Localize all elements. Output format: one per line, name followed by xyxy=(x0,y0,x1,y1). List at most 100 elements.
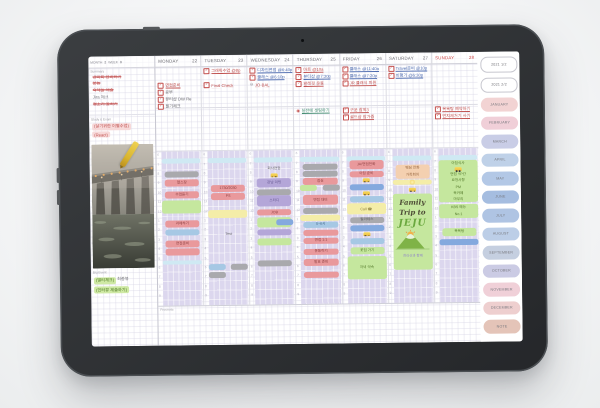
event-pill[interactable]: Test xyxy=(212,231,246,238)
event-pill[interactable]: 면접 1:1 xyxy=(303,237,339,244)
todo-checkbox-icon[interactable]: ✓ xyxy=(342,80,349,87)
todo-item[interactable]: ✓ 클래스 @11:40a xyxy=(341,66,385,73)
event-pill[interactable]: 면접준비 xyxy=(165,240,200,248)
event-pill[interactable] xyxy=(392,155,432,161)
event-pill[interactable]: JA/면접전화 xyxy=(349,159,384,170)
month-tab[interactable]: AUGUST xyxy=(482,226,520,241)
todo-item[interactable]: ⊖ JO-BAL xyxy=(250,81,293,88)
event-pill[interactable]: 아침 준비 xyxy=(349,170,384,178)
event-pill[interactable] xyxy=(350,238,385,245)
event-pill[interactable]: 강남 미팅 xyxy=(257,177,292,188)
event-pill[interactable]: 스터디 xyxy=(257,195,292,207)
event-pill[interactable] xyxy=(208,264,226,271)
event-pill[interactable] xyxy=(253,157,293,163)
todo-checkbox-icon[interactable]: ✓ xyxy=(157,96,164,103)
volume-down-button[interactable] xyxy=(56,189,61,206)
todo-checkbox-icon[interactable]: ✓ xyxy=(342,114,349,121)
event-pill[interactable] xyxy=(303,207,338,214)
freenote-area[interactable]: Freenote xyxy=(158,301,481,346)
big-event-item[interactable]: (인터뷰 제출하기) xyxy=(91,284,157,294)
todo-checkbox-icon[interactable]: ⊖ xyxy=(249,81,254,87)
todo-item[interactable]: ✓ JR 클래식 지원 xyxy=(342,80,385,87)
event-pill[interactable]: 꽃집 가기 xyxy=(350,246,385,255)
month-tab[interactable]: JUNE xyxy=(481,189,520,204)
big-event-item[interactable]: (멀티체크) 최종뷰 xyxy=(91,275,157,285)
summary-item[interactable]: 청소기 돌리기 xyxy=(92,102,118,107)
event-pill[interactable] xyxy=(161,158,201,164)
month-tab[interactable]: NOTE xyxy=(483,319,521,334)
event-pill[interactable]: 필라테스 xyxy=(349,216,384,224)
event-pill[interactable] xyxy=(209,271,227,279)
month-tab[interactable]: DECEMBER xyxy=(483,300,521,315)
month-tab[interactable]: MAY xyxy=(481,171,519,186)
event-pill[interactable]: 아침식사 면접 YP간 요청사항 PM 북카페 마무리 xyxy=(438,159,479,203)
month-tab[interactable]: MARCH xyxy=(481,134,519,149)
summary-item[interactable]: 강의록 정리하기 xyxy=(92,74,122,80)
event-pill[interactable]: Call ☎ xyxy=(346,202,386,215)
event-pill[interactable]: 헬스장 xyxy=(164,178,199,187)
event-pill[interactable] xyxy=(231,263,249,271)
event-pill[interactable]: 운동하기 xyxy=(304,248,339,255)
event-pill[interactable]: 수업듣기 xyxy=(164,191,200,199)
event-pill[interactable] xyxy=(302,163,338,171)
volume-up-button[interactable] xyxy=(56,167,60,184)
study-item[interactable]: (살기위한 이별수업) xyxy=(92,122,131,131)
event-pill[interactable] xyxy=(162,259,202,265)
todo-checkbox-icon[interactable]: ✓ xyxy=(434,106,441,113)
power-button[interactable] xyxy=(142,26,160,30)
todo-item[interactable]: ✓ Final Check xyxy=(203,82,247,89)
todo-item[interactable]: ✓ 뷰티샵 DW Re xyxy=(157,96,201,103)
event-pill[interactable] xyxy=(300,214,340,221)
todo-item[interactable]: ◉ 실전에 셋팅하기 xyxy=(296,108,339,115)
todo-item[interactable]: ✓ 마트 @10a xyxy=(295,67,339,74)
event-pill[interactable] xyxy=(303,229,338,237)
event-pill[interactable] xyxy=(257,229,292,237)
todo-checkbox-icon[interactable]: ✓ xyxy=(249,67,256,74)
todo-item[interactable]: ✓ 구운 참외3 xyxy=(342,107,385,114)
todo-item[interactable]: ✓ 그래픽수업 @8p xyxy=(203,68,247,75)
event-pill[interactable]: 회사면접 xyxy=(257,166,291,172)
study-item[interactable]: (React) xyxy=(92,131,110,138)
event-pill[interactable] xyxy=(258,260,293,267)
event-pill[interactable] xyxy=(276,219,294,225)
todo-checkbox-icon[interactable]: ✓ xyxy=(249,74,256,81)
event-pill[interactable]: 점심 xyxy=(303,178,338,185)
todo-item[interactable]: ✓ 공부 xyxy=(157,89,201,96)
todo-item[interactable]: ✓ 발레핏 운동 xyxy=(295,81,339,88)
event-pill[interactable] xyxy=(257,237,292,247)
event-pill[interactable]: KBS 예능 No.1 xyxy=(438,204,479,219)
event-pill[interactable]: 5~6시 xyxy=(303,221,338,228)
month-tab[interactable]: FEBRUARY xyxy=(480,115,519,130)
summary-item[interactable]: 숙제들 제출 xyxy=(92,88,114,94)
event-pill[interactable]: 웨딩 전화 가족회의 xyxy=(395,164,430,179)
event-pill[interactable] xyxy=(165,248,200,256)
event-pill[interactable] xyxy=(257,172,291,178)
event-pill[interactable]: 면접 대비 xyxy=(303,194,338,206)
event-pill[interactable]: 목욕탕 xyxy=(442,227,477,237)
event-pill[interactable] xyxy=(303,170,338,177)
todo-checkbox-icon[interactable]: ✓ xyxy=(203,68,210,75)
event-pill[interactable] xyxy=(439,238,479,246)
month-tab[interactable]: 2021 2/2 xyxy=(480,76,518,93)
summary-item[interactable]: Jira 체크 xyxy=(92,95,109,101)
todo-item[interactable]: ✓ 뷰티샵 @7:30p xyxy=(295,73,339,81)
event-pill[interactable] xyxy=(322,184,340,191)
todo-item[interactable]: ✓ 면접준비 xyxy=(157,82,201,89)
event-pill[interactable]: 발표 준비 xyxy=(304,258,339,267)
todo-checkbox-icon[interactable]: ✓ xyxy=(295,73,302,81)
todo-item[interactable]: ✓ 목욕탕 예약하기 xyxy=(434,106,478,113)
month-tab[interactable]: SEPTEMBER xyxy=(482,245,520,260)
month-tab[interactable]: JULY xyxy=(482,208,520,223)
todo-checkbox-icon[interactable]: ✓ xyxy=(157,89,164,96)
month-tab[interactable]: APRIL xyxy=(481,152,519,167)
event-pill[interactable] xyxy=(349,191,383,196)
event-pill[interactable] xyxy=(349,177,383,183)
todo-item[interactable]: ✓ 클래스 @7:20p xyxy=(342,73,385,80)
todo-checkbox-icon[interactable]: ✓ xyxy=(388,65,395,72)
event-pill[interactable] xyxy=(300,185,318,191)
todo-checkbox-icon[interactable]: ◉ xyxy=(296,107,301,113)
event-pill[interactable]: 저녁 약속 xyxy=(347,255,387,280)
todo-checkbox-icon[interactable]: ✓ xyxy=(341,66,349,73)
todo-item[interactable]: ✓ 디자인면접 @6:40p xyxy=(249,67,293,74)
event-pill[interactable] xyxy=(165,229,200,236)
